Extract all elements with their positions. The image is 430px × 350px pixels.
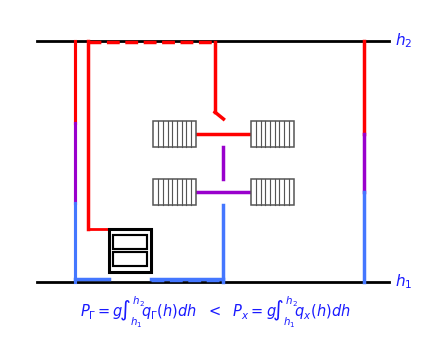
Text: $h_1$: $h_1$ bbox=[396, 272, 413, 291]
FancyBboxPatch shape bbox=[113, 235, 147, 250]
FancyBboxPatch shape bbox=[251, 121, 294, 147]
FancyBboxPatch shape bbox=[154, 179, 196, 205]
FancyBboxPatch shape bbox=[154, 121, 196, 147]
FancyBboxPatch shape bbox=[109, 229, 151, 272]
FancyBboxPatch shape bbox=[113, 252, 147, 266]
Text: $h_2$: $h_2$ bbox=[396, 31, 413, 50]
Text: $P_\mathsf{\Gamma} = g\!\int_{h_1}^{h_2}\!q_\mathsf{\Gamma}(h)dh$  $<$  $P_x = g: $P_\mathsf{\Gamma} = g\!\int_{h_1}^{h_2}… bbox=[80, 295, 350, 330]
FancyBboxPatch shape bbox=[251, 179, 294, 205]
